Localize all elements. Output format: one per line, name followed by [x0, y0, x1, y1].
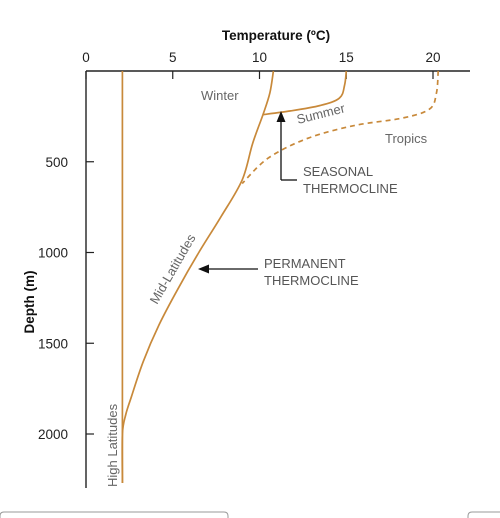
x-tick-label: 5: [169, 50, 177, 65]
bottom-panel-frame-right: [467, 511, 500, 518]
curve-label-mid-latitudes: Mid-Latitudes: [147, 231, 199, 307]
curve-label-summer: Summer: [295, 100, 347, 127]
series-line-mid-latitudes: [121, 70, 275, 484]
y-tick-label: 1000: [38, 246, 68, 261]
seasonal-thermocline-arrow-head: [276, 111, 286, 122]
y-axis-title: Depth (m): [22, 271, 37, 334]
x-tick-label: 15: [339, 50, 354, 65]
curve-label-high-latitudes: High Latitudes: [105, 403, 120, 487]
curve-label-tropics: Tropics: [385, 131, 428, 146]
y-tick-label: 2000: [38, 427, 68, 442]
series-line-tropics: [241, 70, 440, 185]
x-tick-label: 0: [82, 50, 90, 65]
temperature-curves: [121, 70, 440, 484]
x-ticks: 0 5 10 15 20: [82, 50, 441, 79]
seasonal-thermocline-label-line-1: SEASONAL: [303, 164, 373, 179]
y-tick-label: 1500: [38, 336, 68, 351]
permanent-thermocline-label-line-2: THERMOCLINE: [264, 273, 359, 288]
permanent-thermocline-label-line-1: PERMANENT: [264, 256, 346, 271]
x-tick-label: 10: [252, 50, 267, 65]
y-tick-label: 500: [45, 155, 68, 170]
x-tick-label: 20: [425, 50, 440, 65]
bottom-panel-frame-left: [0, 511, 229, 518]
y-ticks: 500 1000 1500 2000: [38, 155, 94, 442]
x-axis-title: Temperature (ºC): [222, 28, 330, 43]
seasonal-thermocline-label-line-2: THERMOCLINE: [303, 181, 398, 196]
permanent-thermocline-arrow-head: [198, 264, 209, 274]
curve-label-winter: Winter: [201, 88, 239, 103]
series-line-summer: [262, 70, 348, 116]
